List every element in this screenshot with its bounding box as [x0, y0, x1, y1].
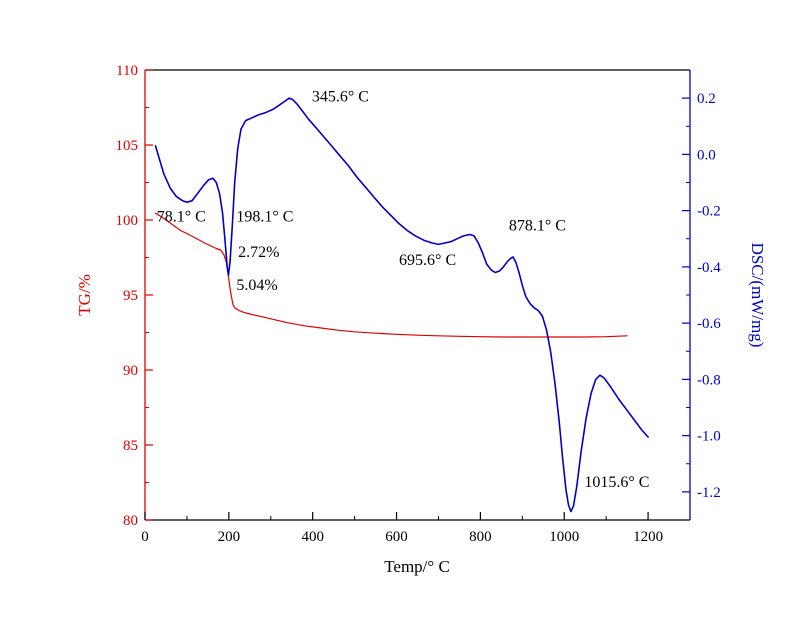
- x-tick-label: 800: [469, 529, 492, 545]
- dsc-curve: [154, 97, 649, 513]
- dsc-tick-label: 0.2: [697, 91, 716, 107]
- annotation-label: 695.6° C: [399, 252, 456, 269]
- tg-curve: [154, 212, 628, 338]
- annotation-label: 878.1° C: [509, 218, 566, 235]
- dsc-tick-label: -0.2: [697, 204, 721, 220]
- annotation-label: 198.1° C: [236, 209, 293, 226]
- tg-tick-label: 105: [116, 138, 139, 154]
- x-tick-label: 400: [301, 529, 324, 545]
- x-tick-label: 1200: [633, 529, 663, 545]
- x-axis-title: Temp/° C: [384, 557, 450, 576]
- dsc-tick-label: -0.6: [697, 316, 721, 332]
- x-tick-label: 0: [141, 529, 149, 545]
- annotation-label: 2.72%: [238, 244, 279, 261]
- tg-tick-label: 80: [123, 513, 138, 529]
- dsc-tick-label: -1.0: [697, 429, 721, 445]
- annotation-label: 345.6° C: [312, 89, 369, 106]
- x-tick-label: 1000: [549, 529, 579, 545]
- tg-axis-title: TG/%: [75, 274, 94, 316]
- annotation-label: 5.04%: [236, 277, 277, 294]
- annotation-label: 1015.6° C: [584, 474, 649, 491]
- tg-tick-label: 95: [123, 288, 138, 304]
- dsc-tick-label: -1.2: [697, 485, 721, 501]
- tg-tick-label: 110: [116, 63, 138, 79]
- dsc-axis-title: DSC/(mW/mg): [748, 242, 767, 348]
- dsc-tick-label: -0.4: [697, 260, 721, 276]
- tg-tick-label: 100: [116, 213, 139, 229]
- annotation-label: 78.1° C: [157, 209, 206, 226]
- dsc-tick-label: -0.8: [697, 372, 721, 388]
- tg-tick-label: 90: [123, 363, 138, 379]
- x-tick-label: 200: [218, 529, 241, 545]
- x-tick-label: 600: [385, 529, 408, 545]
- tg-tick-label: 85: [123, 438, 138, 454]
- dsc-tick-label: 0.0: [697, 147, 716, 163]
